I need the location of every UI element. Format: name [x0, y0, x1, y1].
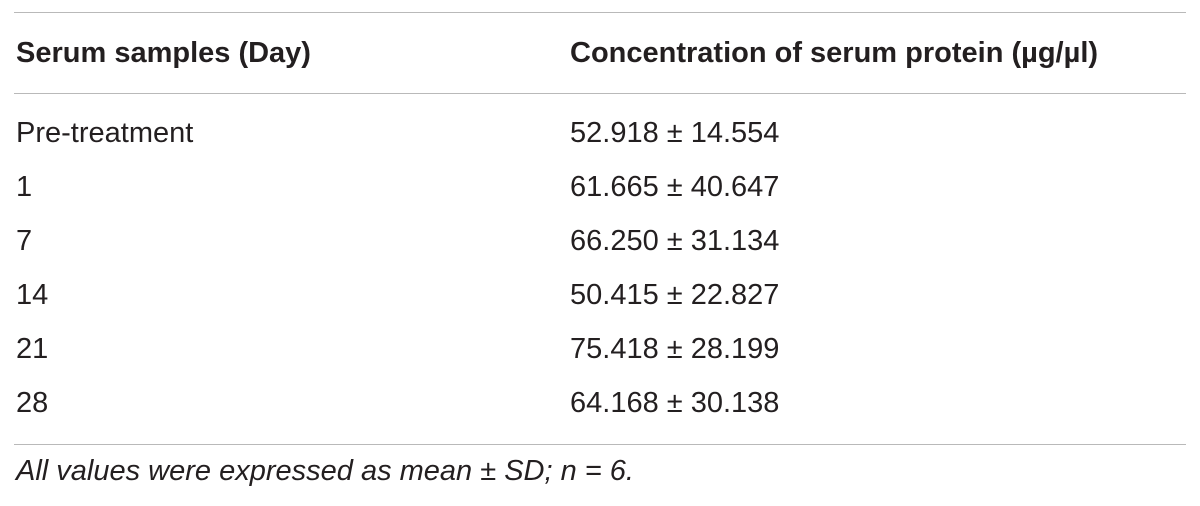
header-rule	[14, 93, 1186, 94]
cell-concentration: 52.918 ± 14.554	[570, 116, 780, 149]
table-row: 1 61.665 ± 40.647	[14, 160, 1186, 214]
table-row: Pre-treatment 52.918 ± 14.554	[14, 106, 1186, 160]
cell-day: 28	[16, 386, 49, 419]
cell-concentration: 61.665 ± 40.647	[570, 170, 780, 203]
header-serum-samples: Serum samples (Day)	[16, 36, 311, 69]
table-row: 14 50.415 ± 22.827	[14, 268, 1186, 322]
cell-day: 21	[16, 332, 49, 365]
cell-day: 7	[16, 224, 33, 257]
table-footnote: All values were expressed as mean ± SD; …	[16, 455, 634, 487]
table-body: Pre-treatment 52.918 ± 14.554 1 61.665 ±…	[14, 94, 1186, 444]
cell-concentration: 50.415 ± 22.827	[570, 278, 780, 311]
cell-day: Pre-treatment	[16, 116, 194, 149]
bottom-rule	[14, 444, 1186, 445]
table-header-row: Serum samples (Day) Concentration of ser…	[14, 13, 1186, 93]
top-rule	[14, 12, 1186, 13]
cell-day: 14	[16, 278, 49, 311]
table-row: 7 66.250 ± 31.134	[14, 214, 1186, 268]
table-row: 28 64.168 ± 30.138	[14, 376, 1186, 430]
data-table: Serum samples (Day) Concentration of ser…	[14, 12, 1186, 488]
header-concentration: Concentration of serum protein (µg/µl)	[570, 36, 1099, 69]
cell-concentration: 64.168 ± 30.138	[570, 386, 780, 419]
cell-concentration: 66.250 ± 31.134	[570, 224, 780, 257]
cell-day: 1	[16, 170, 33, 203]
table-row: 21 75.418 ± 28.199	[14, 322, 1186, 376]
cell-concentration: 75.418 ± 28.199	[570, 332, 780, 365]
